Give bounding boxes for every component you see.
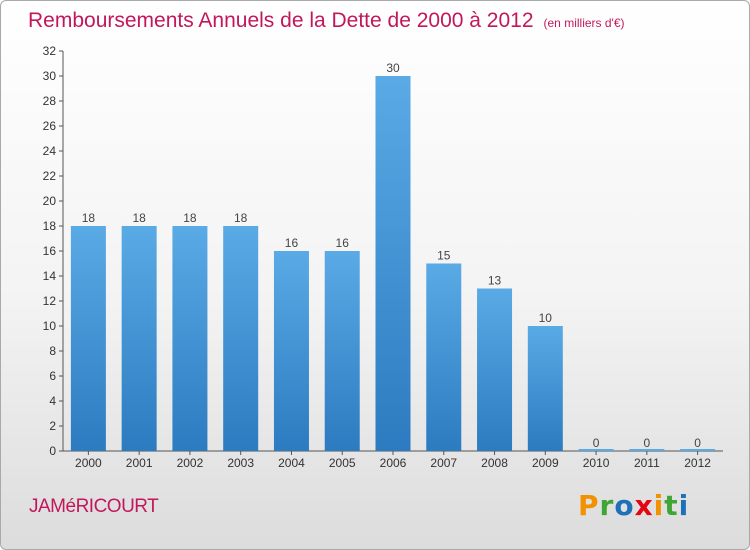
y-tick-label: 30 <box>43 69 57 83</box>
y-tick-label: 20 <box>43 194 57 208</box>
data-label: 16 <box>285 236 299 250</box>
y-tick-label: 2 <box>49 419 56 433</box>
data-label: 10 <box>539 311 553 325</box>
bar <box>70 226 106 451</box>
data-label: 15 <box>437 249 451 263</box>
data-label: 0 <box>644 436 651 450</box>
data-label: 16 <box>336 236 350 250</box>
bar <box>527 326 563 451</box>
data-label: 0 <box>694 436 701 450</box>
y-tick-label: 26 <box>43 119 57 133</box>
chart-title-text: Remboursements Annuels de la Dette de 20… <box>28 9 534 32</box>
y-tick-label: 22 <box>43 169 57 183</box>
chart-bars: 18 18 18 18 16 16 30 15 13 10 0 0 0 <box>70 61 716 451</box>
y-tick-label: 16 <box>43 244 57 258</box>
y-tick-label: 28 <box>43 94 57 108</box>
x-tick-label: 2004 <box>278 456 305 470</box>
logo-letter: t <box>664 489 679 522</box>
data-label: 18 <box>234 211 248 225</box>
bar <box>477 288 513 451</box>
chart-unit: (en milliers d'€) <box>543 16 625 30</box>
logo-letter: x <box>634 489 654 522</box>
x-tick-label: 2006 <box>380 456 407 470</box>
x-tick-label: 2002 <box>177 456 204 470</box>
bar <box>172 226 208 451</box>
logo-letter: i <box>653 489 665 522</box>
y-tick-label: 18 <box>43 219 57 233</box>
y-tick-label: 0 <box>49 444 56 458</box>
x-tick-label: 2003 <box>227 456 254 470</box>
y-tick-label: 4 <box>49 394 56 408</box>
x-tick-label: 2008 <box>481 456 508 470</box>
bar <box>273 251 309 451</box>
y-tick-label: 14 <box>43 269 57 283</box>
y-tick-label: 24 <box>43 144 57 158</box>
x-tick-label: 2011 <box>634 456 660 470</box>
data-label: 0 <box>593 436 600 450</box>
chart-title: Remboursements Annuels de la Dette de 20… <box>28 9 625 33</box>
y-tick-label: 10 <box>43 319 57 333</box>
data-label: 30 <box>386 61 400 75</box>
x-tick-label: 2007 <box>430 456 457 470</box>
logo-letter: o <box>614 489 635 522</box>
x-tick-label: 2000 <box>75 456 102 470</box>
x-tick-label: 2012 <box>684 456 711 470</box>
bar <box>324 251 360 451</box>
logo-letter: r <box>599 489 615 522</box>
data-label: 18 <box>183 211 197 225</box>
bar <box>121 226 157 451</box>
bar <box>223 226 259 451</box>
logo-letter: i <box>678 489 690 522</box>
x-tick-label: 2009 <box>532 456 559 470</box>
x-tick-label: 2010 <box>583 456 610 470</box>
y-tick-label: 32 <box>43 44 57 58</box>
logo-letter: P <box>578 489 600 522</box>
bar <box>426 263 462 451</box>
commune-name: JAMéRICOURT <box>29 496 159 517</box>
y-tick-label: 6 <box>49 369 56 383</box>
proxiti-logo[interactable]: Proxiti <box>578 489 689 522</box>
data-label: 18 <box>132 211 146 225</box>
data-label: 18 <box>82 211 96 225</box>
y-tick-label: 12 <box>43 294 57 308</box>
data-label: 13 <box>488 274 502 288</box>
x-tick-label: 2005 <box>329 456 356 470</box>
bar <box>375 76 411 451</box>
y-tick-label: 8 <box>49 344 56 358</box>
x-tick-label: 2001 <box>126 456 153 470</box>
